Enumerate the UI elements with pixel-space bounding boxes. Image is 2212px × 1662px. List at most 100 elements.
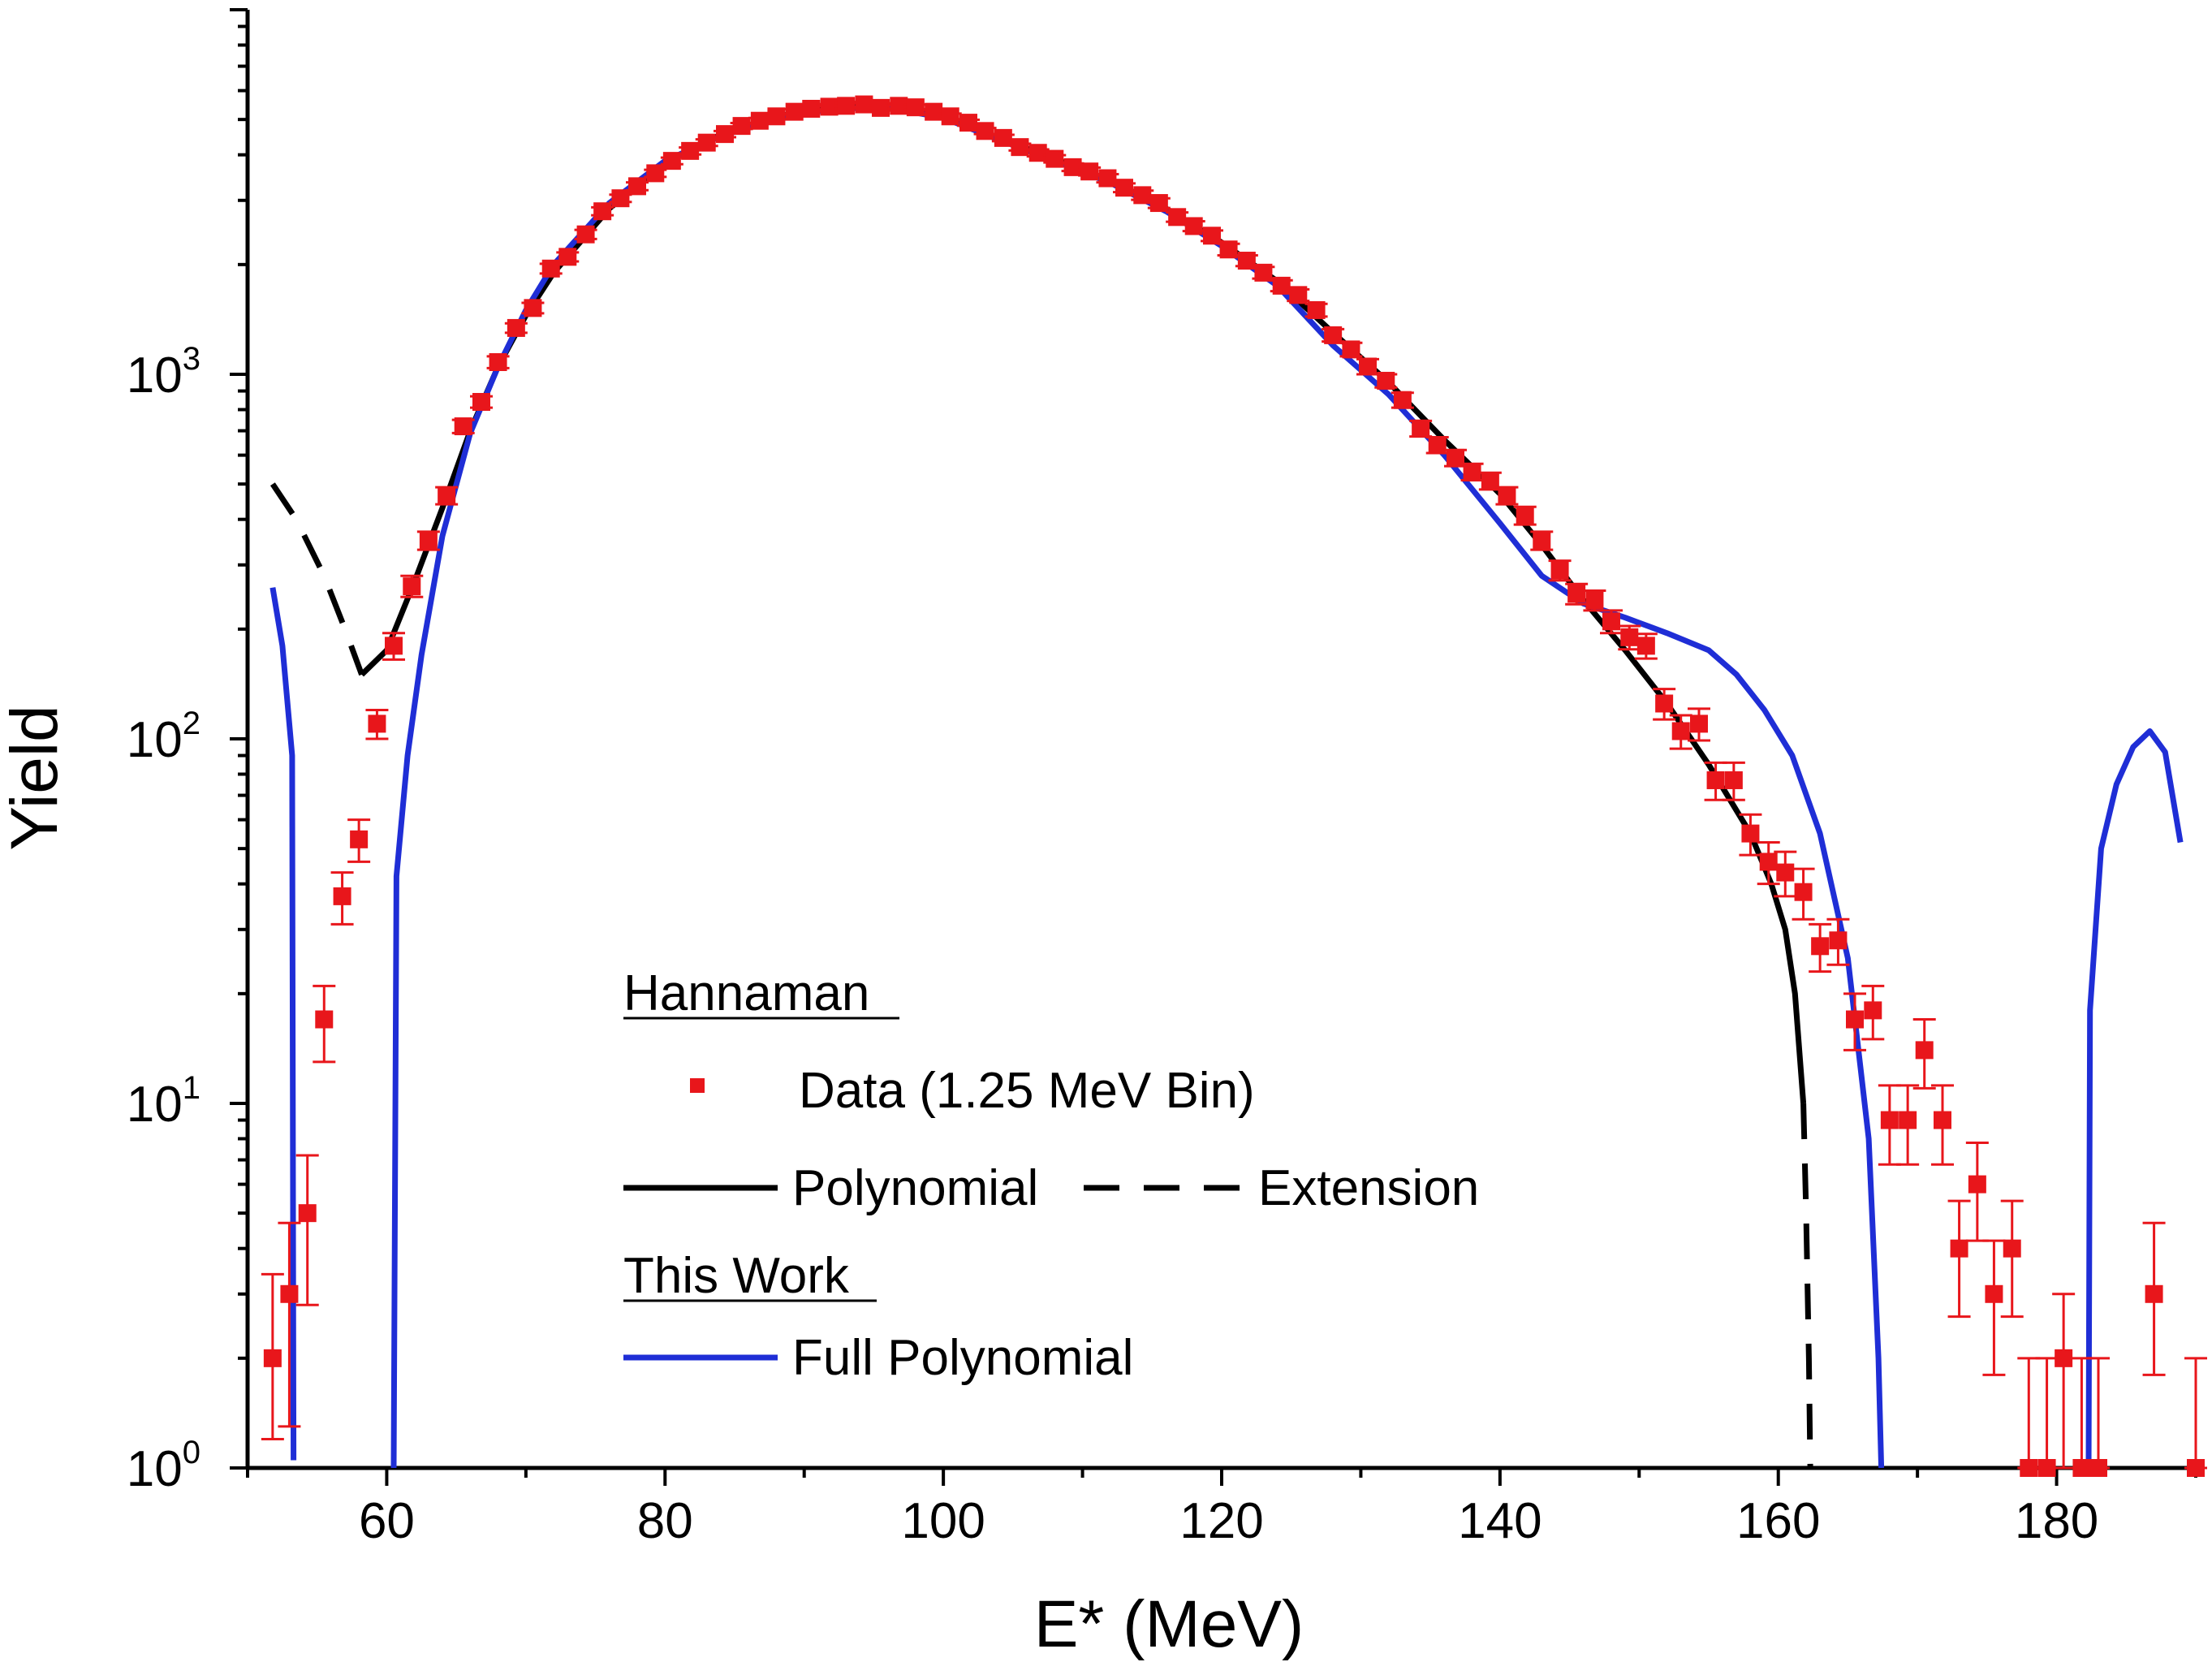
data-marker bbox=[1254, 263, 1273, 282]
data-marker bbox=[697, 133, 716, 152]
data-marker bbox=[976, 122, 994, 140]
data-point bbox=[1809, 922, 1832, 973]
data-point bbox=[330, 871, 354, 926]
data-marker bbox=[2145, 1284, 2163, 1303]
data-point bbox=[278, 1221, 301, 1428]
data-point bbox=[1270, 276, 1293, 295]
data-marker bbox=[368, 714, 386, 733]
data-marker bbox=[2037, 1459, 2056, 1477]
data-point bbox=[887, 97, 911, 115]
data-point bbox=[991, 128, 1015, 147]
data-marker bbox=[890, 97, 908, 115]
data-marker bbox=[1428, 436, 1447, 455]
data-point bbox=[1201, 227, 1223, 245]
data-marker bbox=[1237, 252, 1256, 270]
data-marker bbox=[1864, 1001, 1882, 1020]
data-marker bbox=[1968, 1175, 1986, 1194]
data-point bbox=[1235, 252, 1258, 270]
data-marker bbox=[628, 177, 646, 196]
data-point bbox=[1565, 582, 1589, 606]
data-point bbox=[1339, 340, 1363, 359]
data-point bbox=[365, 708, 389, 740]
data-point bbox=[1287, 286, 1310, 304]
data-marker bbox=[403, 577, 421, 596]
data-marker bbox=[906, 98, 925, 117]
data-point bbox=[1688, 707, 1710, 742]
data-point bbox=[765, 107, 788, 126]
data-point bbox=[295, 1154, 319, 1306]
x-tick-label: 100 bbox=[901, 1493, 985, 1549]
data-marker bbox=[802, 99, 821, 118]
x-axis-label: E* (MeV) bbox=[1034, 1587, 1304, 1661]
data-marker bbox=[1133, 186, 1152, 205]
data-marker bbox=[1671, 722, 1690, 740]
data-point bbox=[2184, 1357, 2207, 1477]
y-tick-label: 100 bbox=[127, 1435, 201, 1497]
data-point bbox=[1374, 371, 1398, 390]
data-marker bbox=[1567, 585, 1586, 603]
data-point bbox=[1931, 1084, 1954, 1166]
data-point bbox=[539, 259, 563, 278]
extension-line bbox=[1800, 1103, 1813, 1469]
x-tick-label: 140 bbox=[1458, 1493, 1542, 1549]
legend-data-marker bbox=[690, 1078, 705, 1093]
data-point bbox=[660, 152, 683, 171]
data-marker bbox=[1481, 472, 1499, 490]
legend-poly-label: Polynomial bbox=[792, 1160, 1038, 1216]
data-marker bbox=[1377, 371, 1395, 390]
data-marker bbox=[1184, 217, 1203, 235]
data-point bbox=[1618, 624, 1641, 651]
data-marker bbox=[1046, 149, 1064, 168]
data-marker bbox=[1307, 300, 1326, 319]
data-point bbox=[834, 97, 858, 115]
data-marker bbox=[750, 111, 769, 130]
data-point bbox=[1460, 462, 1484, 482]
data-marker bbox=[333, 887, 351, 905]
legend-ext-label: Extension bbox=[1258, 1160, 1479, 1216]
data-marker bbox=[1915, 1041, 1934, 1060]
data-point bbox=[1982, 1239, 2006, 1376]
data-point bbox=[1391, 391, 1414, 409]
data-marker bbox=[263, 1349, 282, 1367]
y-tick-label: 102 bbox=[127, 706, 201, 768]
legend-header-this-work: This Work bbox=[623, 1248, 850, 1304]
data-point bbox=[1722, 761, 1745, 801]
data-marker bbox=[716, 125, 734, 144]
data-marker bbox=[2089, 1459, 2107, 1477]
data-marker bbox=[1620, 628, 1639, 646]
data-marker bbox=[2072, 1459, 2091, 1477]
full-polynomial-line bbox=[2085, 728, 2184, 1469]
x-tick-label: 120 bbox=[1179, 1493, 1263, 1549]
data-marker bbox=[1985, 1284, 2003, 1303]
data-marker bbox=[1533, 531, 1551, 550]
legend-data-label: Data (1.25 MeV Bin) bbox=[799, 1063, 1255, 1119]
data-marker bbox=[1794, 883, 1813, 901]
data-point bbox=[714, 125, 736, 144]
data-marker bbox=[1636, 637, 1655, 655]
data-point bbox=[2070, 1357, 2093, 1477]
data-marker bbox=[959, 114, 977, 132]
data-marker bbox=[2055, 1349, 2073, 1367]
data-marker bbox=[1759, 853, 1778, 871]
data-point bbox=[382, 632, 405, 661]
data-point bbox=[957, 114, 980, 132]
data-marker bbox=[1168, 208, 1187, 227]
data-point bbox=[1912, 1018, 1936, 1090]
data-marker bbox=[298, 1204, 317, 1223]
data-marker bbox=[1393, 391, 1412, 409]
data-marker bbox=[507, 318, 525, 337]
data-marker bbox=[1516, 506, 1534, 525]
data-marker bbox=[1289, 286, 1308, 304]
data-marker bbox=[1080, 162, 1099, 181]
data-marker bbox=[1028, 144, 1047, 162]
data-marker bbox=[1776, 863, 1795, 882]
data-point bbox=[1600, 609, 1623, 635]
data-marker bbox=[1011, 138, 1029, 157]
data-point bbox=[1861, 984, 1885, 1041]
data-point bbox=[416, 530, 440, 551]
data-point bbox=[1843, 992, 1866, 1051]
data-marker bbox=[385, 637, 403, 655]
data-point bbox=[2000, 1199, 2024, 1319]
data-marker bbox=[1115, 179, 1133, 197]
